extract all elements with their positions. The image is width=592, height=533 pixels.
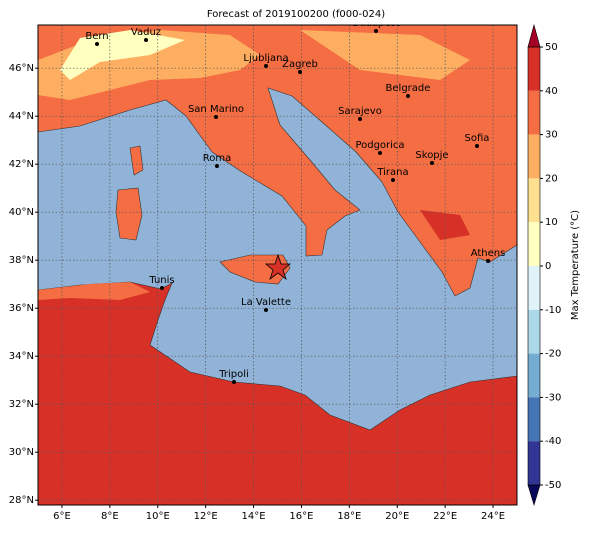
colorbar-tick-label: 20 [545,173,558,184]
city-label: Tunis [148,275,174,286]
y-tick-label: 32°N [9,399,34,410]
city-dot [144,38,148,42]
graticule [38,25,517,505]
city-label: Sarajevo [338,106,382,117]
colorbar-tick-label: 50 [545,42,558,53]
city-dot [391,178,395,182]
city-label: Tirana [376,167,408,178]
colorbar-tick-label: -20 [545,349,561,360]
corsica [129,145,144,176]
city-dot [264,308,268,312]
city-dot [378,151,382,155]
colorbar-extend-top [527,23,541,48]
city-dot [406,94,410,98]
city-label: Bern [85,31,108,42]
city-dot [160,286,164,290]
y-tick-label: 36°N [9,303,34,314]
x-tick-label: 10°E [146,511,170,522]
pannonia-cool [300,30,470,80]
title: Forecast of 2019100200 (f000-024) [207,9,385,20]
city-label: Vaduz [131,27,161,38]
colorbar-band [528,441,540,485]
x-tick-label: 16°E [289,511,313,522]
y-tick-label: 42°N [9,159,34,170]
city-label: Athens [471,248,506,259]
colorbar-band [528,266,540,310]
colorbar: -50 -40 -30 -20 -10 0 10 20 30 40 50 [527,23,561,507]
alps-cold [60,30,185,80]
city-label: Budapest [352,18,399,29]
city-dot [430,161,434,165]
city-dot [374,29,378,33]
star-marker [264,253,292,281]
sardinia [115,187,143,241]
x-tick-label: 24°E [481,511,505,522]
x-tick-label: 6°E [53,511,71,522]
x-tick-label: 18°E [337,511,361,522]
city-dot [486,259,490,263]
city-dot [215,164,219,168]
y-tick-label: 30°N [9,447,34,458]
x-tick-label: 8°E [101,511,119,522]
colorbar-band [528,47,540,91]
city-dot [214,115,218,119]
x-tick-label: 12°E [194,511,218,522]
city-label: Belgrade [386,83,431,94]
africa-warm-coast [38,282,150,300]
y-tick-label: 34°N [9,351,34,362]
city-label: Tripoli [218,369,249,380]
map-frame [37,24,518,506]
colorbar-band [528,309,540,354]
city-label: Sofia [465,133,490,144]
colorbar-band [528,134,540,179]
y-tick-label: 46°N [9,63,34,74]
colorbar-tick-label: -50 [545,480,561,491]
y-tick-label: 40°N [9,207,34,218]
city-label: Roma [203,153,232,164]
y-tick-label: 44°N [9,111,34,122]
colorbar-tick-label: 0 [545,261,551,272]
city-dot [264,64,268,68]
colorbar-tick-label: 40 [545,86,558,97]
colorbar-tick-label: 10 [545,217,558,228]
colorbar-tick-label: -10 [545,305,561,316]
colorbar-band [528,90,540,135]
city-label: Zagreb [282,59,318,70]
city-label: La Valette [241,297,291,308]
city-dot [358,117,362,121]
city-dot [95,42,99,46]
x-tick-label: 14°E [242,511,266,522]
colorbar-band [528,397,540,442]
colorbar-tick-label: -30 [545,392,561,403]
y-tick-label: 28°N [9,495,34,506]
y-tick-label: 38°N [9,255,34,266]
x-tick-label: 20°E [385,511,409,522]
colorbar-band [528,178,540,223]
colorbar-band [528,353,540,398]
city-label: Skopje [415,150,448,161]
city-dot [232,380,236,384]
colorbar-band [528,222,540,266]
colorbar-extend-bottom [527,484,541,507]
city-dot [475,144,479,148]
city-label: Ljubljana [243,53,288,64]
city-label: San Marino [188,104,244,115]
colorbar-tick-label: -40 [545,436,561,447]
city-label: Podgorica [355,140,404,151]
city-dot [298,70,302,74]
colorbar-label: Max Temperature (°C) [570,210,581,320]
colorbar-tick-label: 30 [545,130,558,141]
x-tick-label: 22°E [433,511,457,522]
